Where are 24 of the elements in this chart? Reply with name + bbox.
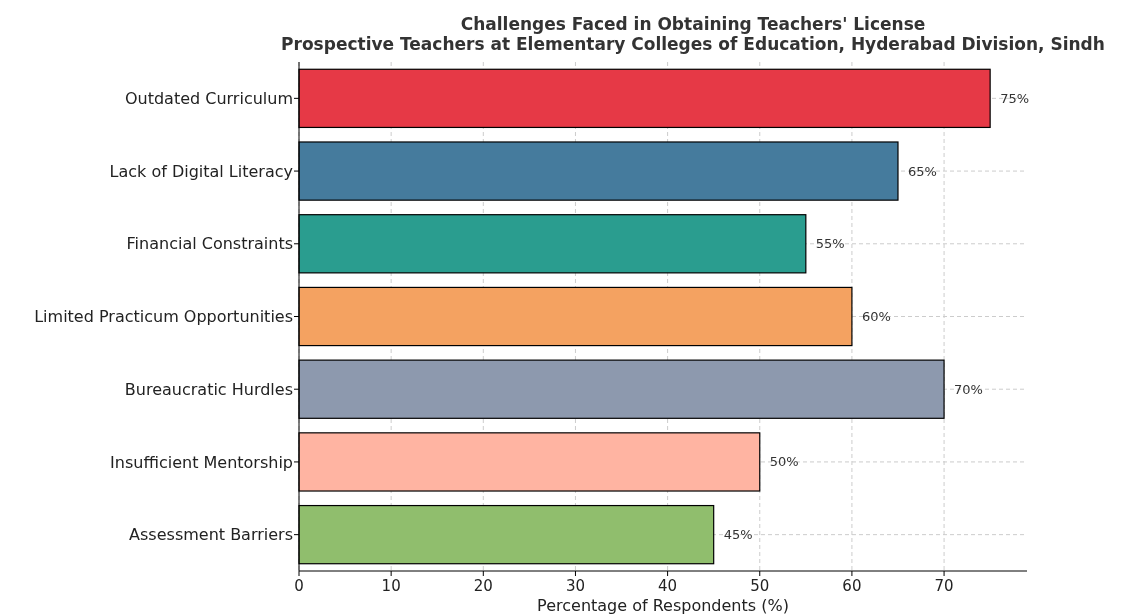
- data-label: 75%: [1000, 90, 1030, 106]
- data-label: 45%: [723, 527, 753, 543]
- data-label: 50%: [769, 454, 799, 470]
- y-tick-label: Insufficient Mentorship: [110, 452, 293, 472]
- x-axis-title: Percentage of Respondents (%): [537, 596, 789, 615]
- y-tick-label: Limited Practicum Opportunities: [34, 307, 293, 327]
- x-tick-label: 20: [473, 577, 493, 595]
- data-label: 60%: [861, 309, 891, 325]
- x-tick-label: 60: [842, 577, 862, 595]
- x-tick-label: 40: [658, 577, 678, 595]
- data-label: 55%: [815, 236, 845, 252]
- x-tick-label: 10: [381, 577, 401, 595]
- x-tick-label: 30: [565, 577, 585, 595]
- x-tick-label: 70: [934, 577, 954, 595]
- chart-title: Challenges Faced in Obtaining Teachers' License Prospective Teachers at Elementary Colleges of Education, Hyderabad Division, Sindh: [281, 14, 1105, 54]
- data-label: 65%: [907, 163, 937, 179]
- y-tick-label: Assessment Barriers: [129, 525, 293, 545]
- y-tick-label: Lack of Digital Literacy: [109, 161, 293, 181]
- y-tick-label: Financial Constraints: [126, 234, 293, 254]
- y-tick-label: Outdated Curriculum: [124, 88, 293, 108]
- y-tick-label: Bureaucratic Hurdles: [124, 379, 293, 399]
- x-tick-label: 50: [750, 577, 770, 595]
- data-label: 70%: [954, 381, 983, 397]
- x-tick-label: 0: [294, 577, 304, 595]
